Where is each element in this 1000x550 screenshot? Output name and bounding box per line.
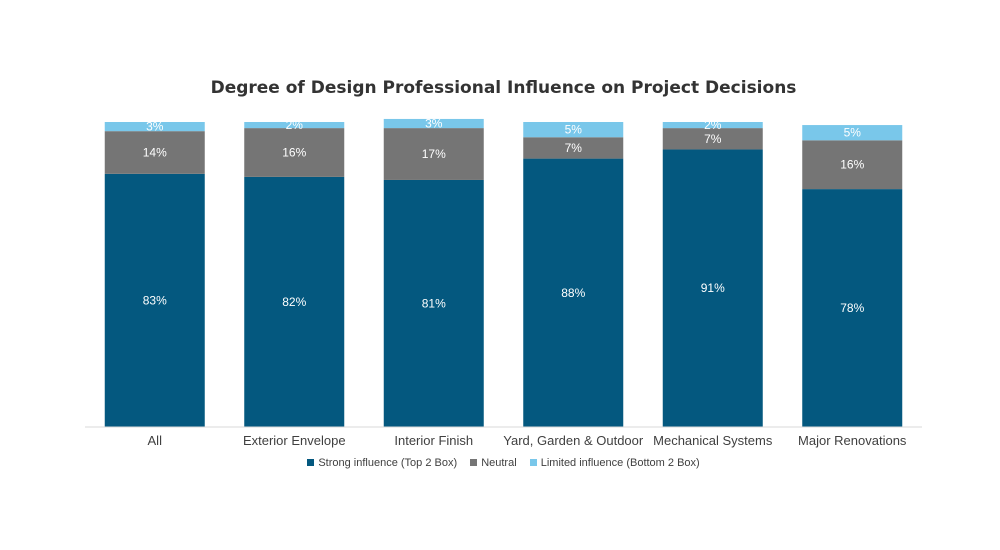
- data-label-strong-all: 83%: [143, 293, 167, 307]
- bar-strong-interior-finish: [383, 179, 484, 427]
- bar-strong-all: [104, 173, 205, 427]
- legend-swatch-limited: [529, 459, 537, 466]
- bar-neutral-major-renovations: [802, 140, 903, 190]
- x-tick-label-all: All: [148, 433, 163, 448]
- data-label-strong-interior-finish: 81%: [422, 296, 446, 310]
- bar-limited-all: [104, 122, 205, 132]
- x-tick-label-major-renovations: Major Renovations: [798, 433, 907, 448]
- legend-label-neutral: Neutral: [481, 457, 517, 469]
- data-label-limited-yard-garden-outdoor: 5%: [565, 123, 583, 137]
- legend-swatch-strong: [307, 459, 315, 466]
- bar-neutral-yard-garden-outdoor: [523, 137, 624, 159]
- chart-legend: Strong influence (Top 2 Box) Neutral Lim…: [0, 457, 1000, 469]
- data-label-strong-yard-garden-outdoor: 88%: [561, 286, 585, 300]
- data-label-strong-major-renovations: 78%: [840, 301, 864, 315]
- bar-neutral-mechanical-systems: [662, 128, 763, 150]
- x-tick-label-exterior-envelope: Exterior Envelope: [243, 433, 346, 448]
- legend-label-strong: Strong influence (Top 2 Box): [318, 457, 458, 469]
- data-label-limited-exterior-envelope: 2%: [286, 118, 304, 132]
- bar-neutral-interior-finish: [383, 128, 484, 180]
- bar-limited-exterior-envelope: [244, 122, 345, 129]
- data-label-neutral-yard-garden-outdoor: 7%: [565, 141, 583, 155]
- data-labels-layer: 83%14%3%82%16%2%81%17%3%88%7%5%91%7%2%78…: [143, 117, 865, 316]
- data-label-limited-mechanical-systems: 2%: [704, 118, 722, 132]
- x-axis-ticks: All Exterior Envelope Interior Finish Yard,…: [148, 433, 907, 448]
- bar-neutral-exterior-envelope: [244, 128, 345, 177]
- chart-title: Degree of Design Professional Influence …: [210, 78, 797, 98]
- data-label-neutral-major-renovations: 16%: [840, 158, 864, 172]
- data-label-limited-all: 3%: [146, 120, 164, 134]
- x-tick-label-yard-garden-outdoor: Yard, Garden & Outdoor: [503, 433, 644, 448]
- legend-item-strong: Strong influence (Top 2 Box): [307, 457, 457, 469]
- bars-layer: [104, 118, 903, 427]
- x-tick-label-mechanical-systems: Mechanical Systems: [653, 433, 773, 448]
- data-label-limited-interior-finish: 3%: [425, 117, 443, 131]
- legend-item-neutral: Neutral: [470, 457, 517, 469]
- bar-strong-exterior-envelope: [244, 176, 345, 427]
- bar-strong-major-renovations: [802, 189, 903, 427]
- data-label-neutral-all: 14%: [143, 146, 167, 160]
- data-label-neutral-exterior-envelope: 16%: [282, 146, 306, 160]
- data-label-strong-mechanical-systems: 91%: [701, 281, 725, 295]
- bar-limited-yard-garden-outdoor: [523, 122, 624, 138]
- bar-limited-interior-finish: [383, 118, 484, 129]
- bar-neutral-all: [104, 131, 205, 174]
- bar-limited-major-renovations: [802, 125, 903, 141]
- data-label-neutral-mechanical-systems: 7%: [704, 132, 722, 146]
- bar-strong-mechanical-systems: [662, 149, 763, 427]
- bar-limited-mechanical-systems: [662, 122, 763, 129]
- data-label-strong-exterior-envelope: 82%: [282, 295, 306, 309]
- legend-swatch-neutral: [470, 459, 478, 466]
- data-label-neutral-interior-finish: 17%: [422, 147, 446, 161]
- legend-item-limited: Limited influence (Bottom 2 Box): [529, 457, 700, 469]
- bar-strong-yard-garden-outdoor: [523, 158, 624, 427]
- data-label-limited-major-renovations: 5%: [844, 126, 862, 140]
- legend-label-limited: Limited influence (Bottom 2 Box): [540, 457, 700, 469]
- x-tick-label-interior-finish: Interior Finish: [394, 433, 473, 448]
